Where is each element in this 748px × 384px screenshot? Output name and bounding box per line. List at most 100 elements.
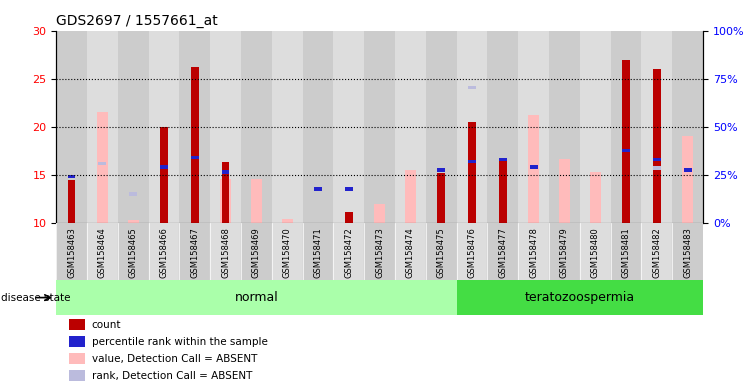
Bar [559, 159, 570, 223]
Bar [117, 31, 149, 223]
Text: GSM158470: GSM158470 [283, 227, 292, 278]
Bar [210, 31, 241, 223]
Bar [97, 112, 108, 223]
Bar [622, 60, 630, 223]
Bar [653, 158, 660, 161]
Bar [438, 168, 445, 172]
Text: percentile rank within the sample: percentile rank within the sample [92, 336, 268, 347]
Text: GSM158481: GSM158481 [622, 227, 631, 278]
Bar [149, 31, 180, 223]
Bar [67, 175, 76, 178]
Bar [180, 223, 210, 280]
Bar [518, 31, 549, 223]
Text: rank, Detection Call = ABSENT: rank, Detection Call = ABSENT [92, 371, 252, 381]
Bar [642, 223, 672, 280]
Text: GSM158463: GSM158463 [67, 227, 76, 278]
Bar [590, 172, 601, 223]
Bar [69, 319, 85, 331]
Bar [682, 136, 693, 223]
Bar [129, 192, 137, 195]
Bar [364, 223, 395, 280]
Bar [438, 173, 445, 223]
Text: GSM158471: GSM158471 [313, 227, 322, 278]
Bar [314, 187, 322, 191]
Bar [653, 69, 660, 223]
Bar [221, 170, 230, 174]
Bar [56, 223, 87, 280]
Text: GSM158464: GSM158464 [98, 227, 107, 278]
Bar [210, 223, 241, 280]
Bar [610, 31, 642, 223]
Bar [272, 223, 303, 280]
Bar [56, 31, 87, 223]
Bar [191, 67, 199, 223]
Bar [282, 219, 292, 223]
Text: GDS2697 / 1557661_at: GDS2697 / 1557661_at [56, 14, 218, 28]
Bar [499, 158, 506, 223]
Bar [87, 31, 117, 223]
Bar [426, 31, 456, 223]
Bar [528, 115, 539, 223]
Text: normal: normal [234, 291, 278, 304]
Bar [580, 223, 610, 280]
Text: GSM158483: GSM158483 [683, 227, 692, 278]
Text: teratozoospermia: teratozoospermia [525, 291, 635, 304]
Bar [642, 31, 672, 223]
Bar [488, 223, 518, 280]
Bar [69, 336, 85, 348]
Text: GSM158468: GSM158468 [221, 227, 230, 278]
Bar [374, 204, 385, 223]
Bar [518, 223, 549, 280]
Bar [67, 180, 76, 223]
Bar [530, 166, 538, 169]
Bar [395, 223, 426, 280]
Text: disease state: disease state [1, 293, 70, 303]
Text: GSM158466: GSM158466 [159, 227, 168, 278]
Bar [426, 223, 456, 280]
Bar [499, 158, 506, 161]
Bar [468, 122, 476, 223]
Text: GSM158473: GSM158473 [375, 227, 384, 278]
Bar [128, 220, 138, 223]
Bar [272, 31, 303, 223]
Bar [345, 187, 352, 191]
Bar [160, 166, 168, 169]
Text: GSM158475: GSM158475 [437, 227, 446, 278]
Bar [303, 223, 334, 280]
Text: GSM158474: GSM158474 [406, 227, 415, 278]
Text: GSM158465: GSM158465 [129, 227, 138, 278]
Bar [549, 31, 580, 223]
Bar [69, 353, 85, 364]
Bar [395, 31, 426, 223]
Bar [672, 31, 703, 223]
Bar [56, 280, 456, 315]
Bar [117, 223, 149, 280]
Bar [180, 31, 210, 223]
Text: value, Detection Call = ABSENT: value, Detection Call = ABSENT [92, 354, 257, 364]
Bar [405, 170, 416, 223]
Bar [149, 223, 180, 280]
Bar [622, 149, 630, 152]
Bar [456, 223, 488, 280]
Bar [99, 162, 106, 165]
Bar [672, 223, 703, 280]
Bar [653, 166, 660, 170]
Text: GSM158477: GSM158477 [498, 227, 507, 278]
Bar [241, 223, 272, 280]
Bar [87, 223, 117, 280]
Text: GSM158480: GSM158480 [591, 227, 600, 278]
Bar [334, 223, 364, 280]
Bar [220, 179, 231, 223]
Bar [456, 31, 488, 223]
Bar [334, 31, 364, 223]
Bar [160, 127, 168, 223]
Text: GSM158467: GSM158467 [190, 227, 199, 278]
Bar [364, 31, 395, 223]
Bar [69, 370, 85, 381]
Text: count: count [92, 319, 121, 329]
Text: GSM158476: GSM158476 [468, 227, 476, 278]
Bar [241, 31, 272, 223]
Bar [549, 223, 580, 280]
Bar [488, 31, 518, 223]
Text: GSM158478: GSM158478 [529, 227, 538, 278]
